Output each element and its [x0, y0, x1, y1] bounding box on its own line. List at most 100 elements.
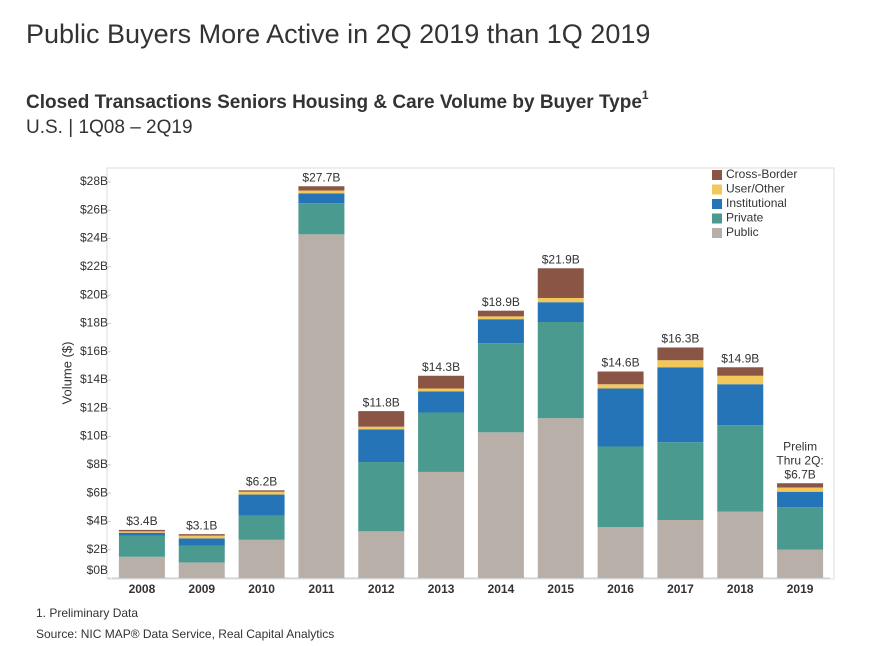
- bar-segment: [477, 343, 524, 433]
- y-tick-label: $28B: [80, 174, 108, 188]
- legend-label: Cross-Border: [726, 167, 797, 181]
- bar-segment: [777, 483, 824, 488]
- chart-subtitle: Closed Transactions Seniors Housing & Ca…: [26, 88, 649, 113]
- bar-segment: [238, 494, 285, 516]
- bar-segment: [537, 418, 584, 578]
- bar-segment: [717, 367, 764, 376]
- total-label: $3.4B: [126, 514, 157, 528]
- bar-segment: [418, 375, 465, 389]
- total-label: $14.3B: [422, 360, 460, 374]
- bar-segment: [657, 347, 704, 361]
- bar-segment: [777, 491, 824, 508]
- chart-subtitle2: U.S. | 1Q08 – 2Q19: [26, 117, 193, 138]
- bar-segment: [238, 490, 285, 492]
- bar-segment: [477, 316, 524, 320]
- bar-segment: [238, 539, 285, 578]
- y-axis-label: Volume ($): [59, 342, 74, 405]
- bar-segment: [418, 388, 465, 392]
- total-label: $3.1B: [186, 518, 217, 532]
- x-tick-label: 2017: [667, 582, 694, 596]
- x-tick-label: 2015: [547, 582, 574, 596]
- legend-label: User/Other: [726, 182, 785, 196]
- y-tick-label: $14B: [80, 372, 108, 386]
- plot-frame: [106, 167, 835, 580]
- footnote: 1. Preliminary Data: [36, 606, 138, 620]
- bar-segment: [238, 515, 285, 540]
- legend-swatch: [712, 213, 722, 224]
- y-tick-label: $8B: [87, 457, 108, 471]
- chart-title: Public Buyers More Active in 2Q 2019 tha…: [26, 19, 650, 49]
- subtitle-superscript: 1: [642, 88, 649, 102]
- legend-swatch: [712, 228, 722, 238]
- total-label: $14.6B: [602, 356, 640, 370]
- total-label: Thru 2Q:: [776, 453, 823, 467]
- bar-segment: [358, 531, 405, 578]
- bar-segment: [178, 562, 225, 578]
- bar-segment: [238, 491, 285, 495]
- bar-segment: [657, 442, 704, 521]
- bar-segment: [657, 367, 704, 443]
- legend-label: Public: [726, 225, 759, 239]
- y-tick-label: $26B: [80, 202, 108, 216]
- bar-segment: [358, 426, 405, 430]
- y-tick-label: $10B: [80, 429, 108, 443]
- subtitle-text: Closed Transactions Seniors Housing & Ca…: [26, 92, 642, 113]
- bar-segment: [717, 425, 764, 512]
- x-tick-label: 2010: [248, 582, 275, 596]
- total-label: Prelim: [783, 439, 817, 453]
- x-tick-label: 2012: [368, 582, 395, 596]
- bar-segment: [597, 527, 644, 578]
- total-label: $21.9B: [542, 252, 580, 266]
- y-tick-label: $6B: [87, 485, 108, 499]
- y-tick-label: $18B: [80, 316, 108, 330]
- bar-segment: [777, 487, 824, 492]
- bar-segment: [118, 556, 165, 578]
- x-tick-label: 2018: [727, 582, 754, 596]
- bar-segment: [477, 432, 524, 578]
- bar-segment: [537, 297, 584, 303]
- bar-segment: [178, 534, 225, 536]
- legend-swatch: [712, 184, 722, 195]
- bar-segment: [537, 268, 584, 298]
- bar-segment: [537, 322, 584, 419]
- bar-segment: [298, 203, 345, 235]
- x-tick-label: 2016: [607, 582, 634, 596]
- y-tick-label: $2B: [87, 542, 108, 556]
- bar-segment: [298, 186, 345, 191]
- bar-segment: [717, 375, 764, 385]
- bar-segment: [358, 411, 405, 427]
- x-tick-label: 2011: [308, 582, 334, 596]
- y-tick-label: $12B: [80, 400, 108, 414]
- bar-segment: [657, 520, 704, 578]
- bar-segment: [657, 360, 704, 368]
- bar-segment: [118, 531, 165, 533]
- bar-segment: [298, 234, 345, 579]
- x-tick-label: 2013: [428, 582, 455, 596]
- bar-segment: [418, 391, 465, 413]
- x-tick-label: 2008: [129, 582, 156, 596]
- x-tick-label: 2014: [488, 582, 515, 596]
- y-tick-label: $16B: [80, 344, 108, 358]
- bar-segment: [418, 412, 465, 472]
- y-tick-label: $20B: [80, 287, 108, 301]
- bar-segment: [477, 319, 524, 344]
- bar-segment: [597, 388, 644, 447]
- total-label: $14.9B: [721, 351, 759, 365]
- total-label: $11.8B: [363, 395, 400, 409]
- bar-segment: [118, 529, 165, 532]
- bar-segment: [717, 511, 764, 578]
- bar-segment: [358, 462, 405, 532]
- bar-segment: [597, 371, 644, 385]
- bar-segment: [178, 535, 225, 539]
- bar-segment: [178, 545, 225, 563]
- bar-segment: [298, 193, 345, 204]
- total-label: $27.7B: [302, 170, 340, 184]
- bar-segment: [418, 471, 465, 578]
- bar-segment: [777, 507, 824, 550]
- bar-segment: [717, 384, 764, 426]
- total-label: $6.7B: [784, 467, 815, 481]
- x-tick-label: 2019: [787, 582, 814, 596]
- bar-segment: [597, 446, 644, 528]
- y-tick-label: $0B: [87, 563, 108, 577]
